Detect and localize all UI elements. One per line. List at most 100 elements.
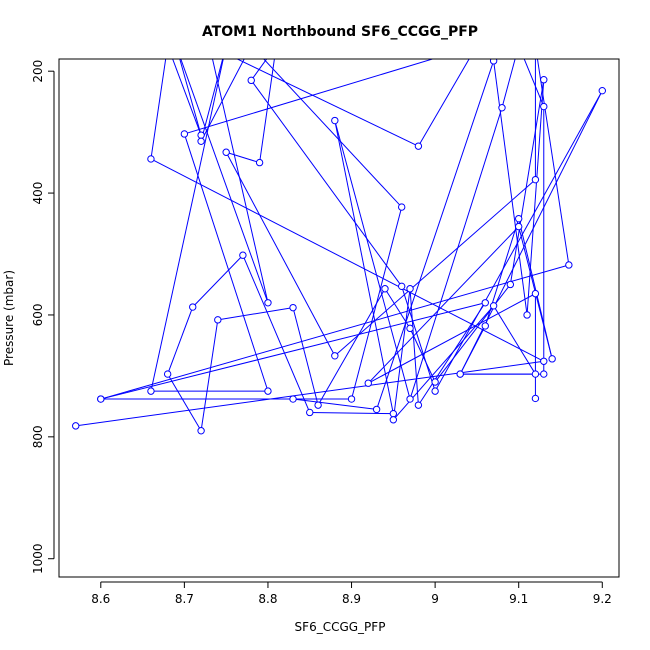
data-point	[406, 324, 414, 333]
data-point	[414, 401, 423, 409]
series-line-segment	[459, 90, 603, 375]
series-line-segment	[334, 179, 536, 357]
plot-area: 8.6 8.7 8.8 8.9 9 9.1 9.2 200 400 600 800 1000	[31, 58, 620, 606]
x-axis-label: SF6_CCGG_PFP	[295, 620, 386, 634]
series-line-segment	[211, 59, 269, 303]
data-point	[540, 102, 548, 111]
series-line-segment	[100, 264, 569, 400]
series-line-segment	[526, 79, 545, 315]
series-line-segment	[493, 305, 536, 375]
series-line-segment	[409, 328, 436, 383]
data-point	[540, 76, 548, 84]
data-point	[489, 302, 498, 310]
data-point	[347, 395, 356, 403]
data-point	[331, 352, 339, 360]
series-line-segment	[368, 293, 536, 384]
series-line-segment	[493, 60, 528, 316]
series-line-segment	[250, 80, 403, 287]
series-line-segment	[501, 59, 516, 108]
series-line-segment	[172, 59, 202, 136]
series-line-segment	[192, 254, 244, 308]
series-line-segment	[509, 79, 545, 285]
data-point	[397, 282, 406, 291]
y-tick-label: 200	[31, 60, 45, 83]
series-line-segment	[179, 59, 202, 136]
x-tick-label: 9.2	[593, 592, 612, 606]
series-line-segment	[183, 133, 269, 392]
data-point	[247, 76, 255, 85]
data-point	[264, 387, 272, 395]
series-line-segment	[292, 307, 319, 406]
series-line-segment	[392, 305, 495, 421]
data-point	[498, 104, 506, 112]
data-point	[523, 311, 531, 319]
x-tick-label: 9.1	[509, 592, 528, 606]
data-point	[222, 148, 230, 156]
x-tick-label: 8.7	[175, 592, 194, 606]
data-point	[147, 155, 155, 163]
data-point	[364, 379, 372, 387]
series-line-segment	[434, 284, 511, 383]
data-point	[431, 387, 439, 395]
series-line-segment	[484, 218, 520, 327]
data-point	[381, 285, 389, 293]
data-point	[565, 261, 573, 269]
data-point	[531, 370, 540, 378]
data-point	[540, 370, 548, 378]
series-line-segment	[167, 306, 194, 375]
x-tick-label: 9	[431, 592, 439, 606]
series-line-segment	[200, 59, 224, 142]
data-point	[489, 59, 498, 65]
data-point	[406, 285, 414, 293]
data-point	[147, 387, 155, 395]
series-line-segment	[417, 59, 470, 147]
data-point	[598, 86, 606, 95]
series-line-segment	[200, 319, 219, 431]
series-line-segment	[226, 151, 260, 164]
data-point	[189, 303, 197, 311]
series-line-segment	[184, 59, 435, 135]
y-axis-label: Pressure (mbar)	[2, 270, 16, 366]
series-line-segment	[250, 59, 268, 81]
data-point	[540, 357, 548, 365]
data-point	[389, 416, 398, 424]
series-line-segment	[167, 373, 202, 431]
data-point	[314, 401, 322, 409]
y-tick-label: 400	[31, 182, 45, 205]
series-line-segment	[236, 59, 419, 147]
data-point	[197, 137, 205, 145]
series-line-segment	[459, 325, 486, 375]
data-point	[180, 130, 189, 138]
data-point	[506, 280, 515, 289]
data-point	[389, 409, 398, 418]
series-line-segment	[75, 360, 544, 427]
series-line-segment	[523, 59, 545, 107]
series-line-segment	[180, 59, 269, 303]
data-point	[531, 394, 540, 403]
series-line-segment	[225, 152, 336, 357]
series-group	[72, 59, 606, 435]
series-line-segment	[150, 59, 167, 160]
data-point	[255, 158, 264, 167]
series-line-segment	[200, 59, 245, 142]
series-line-segment	[367, 226, 520, 384]
data-point	[397, 203, 406, 211]
data-point	[264, 299, 272, 307]
series-line-segment	[150, 158, 545, 362]
data-point	[481, 322, 489, 330]
y-tick-label: 600	[31, 303, 45, 326]
data-point	[414, 142, 423, 150]
data-point	[197, 427, 205, 435]
data-point	[214, 316, 222, 324]
data-point	[456, 370, 464, 378]
series-line-segment	[217, 307, 294, 321]
data-point	[239, 251, 247, 259]
data-point	[406, 395, 414, 403]
series-line-segment	[263, 59, 403, 208]
x-tick-label: 8.8	[258, 592, 277, 606]
series-line-segment	[409, 288, 419, 406]
x-tick-label: 8.6	[91, 592, 110, 606]
series-line-segment	[536, 59, 570, 266]
series-line-segment	[292, 398, 377, 410]
